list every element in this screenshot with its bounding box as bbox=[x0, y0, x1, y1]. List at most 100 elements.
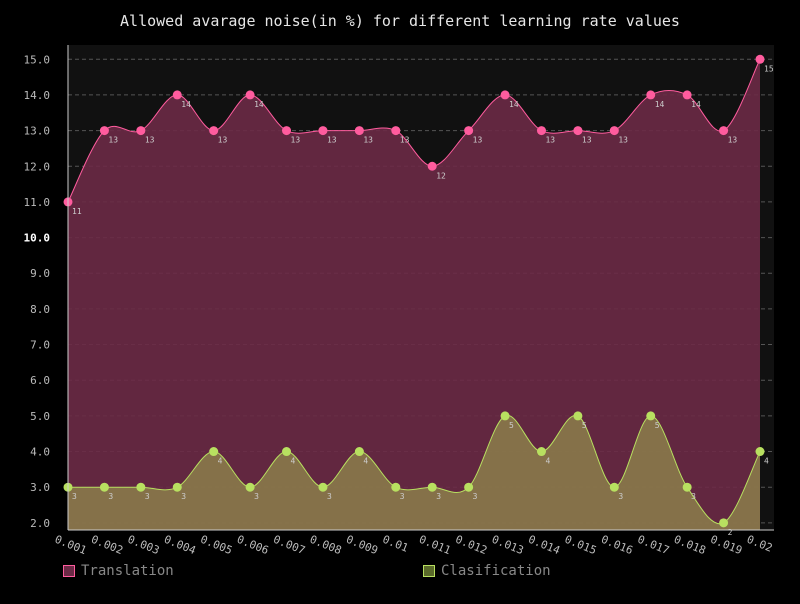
x-tick-label: 0.02 bbox=[745, 533, 774, 555]
data-point-translation bbox=[99, 126, 109, 136]
data-label-translation: 12 bbox=[436, 171, 446, 180]
data-point-clasification bbox=[464, 482, 474, 492]
data-label-clasification: 2 bbox=[728, 528, 733, 537]
data-label-clasification: 3 bbox=[400, 492, 405, 501]
x-tick-label: 0.005 bbox=[199, 533, 235, 557]
data-point-translation bbox=[609, 126, 619, 136]
data-label-translation: 13 bbox=[291, 136, 301, 145]
data-point-clasification bbox=[719, 518, 729, 528]
x-tick-label: 0.003 bbox=[126, 533, 162, 557]
x-tick-label: 0.008 bbox=[308, 533, 344, 557]
data-point-clasification bbox=[354, 447, 364, 457]
legend-item-clasification[interactable]: Clasification bbox=[423, 563, 551, 579]
data-label-translation: 13 bbox=[400, 136, 410, 145]
x-tick-label: 0.01 bbox=[381, 533, 410, 555]
data-point-translation bbox=[391, 126, 401, 136]
data-point-clasification bbox=[427, 482, 437, 492]
series-area-clasification bbox=[68, 415, 760, 530]
x-tick-label: 0.004 bbox=[162, 533, 198, 558]
x-tick-label: 0.009 bbox=[344, 533, 380, 557]
data-label-translation: 13 bbox=[728, 136, 738, 145]
data-label-translation: 14 bbox=[509, 100, 519, 109]
y-tick-label: 15.0 bbox=[24, 53, 51, 66]
data-point-clasification bbox=[172, 482, 182, 492]
data-point-translation bbox=[682, 90, 692, 100]
data-point-translation bbox=[646, 90, 656, 100]
data-label-clasification: 5 bbox=[582, 421, 587, 430]
data-label-clasification: 3 bbox=[436, 492, 441, 501]
data-label-translation: 14 bbox=[181, 100, 191, 109]
data-label-clasification: 5 bbox=[509, 421, 514, 430]
data-point-clasification bbox=[682, 482, 692, 492]
data-label-translation: 14 bbox=[254, 100, 264, 109]
y-tick-label: 2.0 bbox=[30, 517, 50, 530]
x-tick-label: 0.007 bbox=[271, 533, 307, 557]
data-point-clasification bbox=[573, 411, 583, 421]
x-tick-label: 0.016 bbox=[599, 533, 635, 557]
data-label-clasification: 3 bbox=[72, 492, 77, 501]
data-label-translation: 13 bbox=[618, 136, 628, 145]
data-label-clasification: 3 bbox=[145, 492, 150, 501]
legend-label-clasification: Clasification bbox=[441, 563, 551, 579]
y-tick-label: 8.0 bbox=[30, 303, 50, 316]
data-label-translation: 13 bbox=[363, 136, 373, 145]
y-tick-label: 3.0 bbox=[30, 481, 50, 494]
data-label-translation: 14 bbox=[655, 100, 665, 109]
data-point-clasification bbox=[318, 482, 328, 492]
chart-title: Allowed avarage noise(in %) for differen… bbox=[120, 12, 680, 30]
data-label-clasification: 5 bbox=[655, 421, 660, 430]
data-label-clasification: 4 bbox=[218, 457, 223, 466]
x-tick-label: 0.006 bbox=[235, 533, 271, 557]
data-point-translation bbox=[573, 126, 583, 136]
y-tick-label: 14.0 bbox=[24, 89, 51, 102]
x-tick-label: 0.011 bbox=[417, 533, 453, 557]
data-label-clasification: 3 bbox=[108, 492, 113, 501]
data-label-clasification: 3 bbox=[473, 492, 478, 501]
y-tick-label: 13.0 bbox=[24, 125, 51, 138]
data-label-translation: 13 bbox=[582, 136, 592, 145]
data-label-clasification: 4 bbox=[363, 457, 368, 466]
data-point-clasification bbox=[136, 482, 146, 492]
data-label-translation: 13 bbox=[545, 136, 555, 145]
data-label-clasification: 4 bbox=[545, 457, 550, 466]
data-point-translation bbox=[500, 90, 510, 100]
data-point-clasification bbox=[536, 447, 546, 457]
data-label-clasification: 3 bbox=[327, 492, 332, 501]
legend-item-translation[interactable]: Translation bbox=[63, 563, 174, 579]
y-tick-label: 4.0 bbox=[30, 446, 50, 459]
data-point-clasification bbox=[609, 482, 619, 492]
y-tick-label: 7.0 bbox=[30, 339, 50, 352]
data-point-translation bbox=[427, 161, 437, 171]
data-point-translation bbox=[245, 90, 255, 100]
data-point-clasification bbox=[500, 411, 510, 421]
x-tick-label: 0.002 bbox=[89, 533, 125, 557]
data-label-clasification: 4 bbox=[764, 457, 769, 466]
legend-label-translation: Translation bbox=[81, 563, 174, 579]
data-point-translation bbox=[755, 54, 765, 64]
data-label-clasification: 3 bbox=[181, 492, 186, 501]
data-point-clasification bbox=[391, 482, 401, 492]
y-tick-label: 11.0 bbox=[24, 196, 51, 209]
series-area-translation bbox=[68, 59, 760, 530]
data-label-clasification: 3 bbox=[254, 492, 259, 501]
x-tick-label: 0.013 bbox=[490, 533, 526, 557]
x-tick-label: 0.001 bbox=[53, 533, 89, 557]
data-point-translation bbox=[464, 126, 474, 136]
data-label-clasification: 4 bbox=[291, 457, 296, 466]
data-point-translation bbox=[719, 126, 729, 136]
data-point-translation bbox=[209, 126, 219, 136]
data-label-translation: 15 bbox=[764, 64, 774, 73]
data-label-clasification: 3 bbox=[618, 492, 623, 501]
data-point-clasification bbox=[646, 411, 656, 421]
x-tick-label: 0.019 bbox=[708, 533, 744, 557]
data-label-clasification: 3 bbox=[691, 492, 696, 501]
data-label-translation: 13 bbox=[473, 136, 483, 145]
y-tick-label: 6.0 bbox=[30, 374, 50, 387]
data-label-translation: 14 bbox=[691, 100, 701, 109]
data-label-translation: 13 bbox=[327, 136, 337, 145]
x-tick-label: 0.018 bbox=[672, 533, 708, 557]
y-tick-label: 5.0 bbox=[30, 410, 50, 423]
data-label-translation: 13 bbox=[145, 136, 155, 145]
y-tick-label: 12.0 bbox=[24, 160, 51, 173]
